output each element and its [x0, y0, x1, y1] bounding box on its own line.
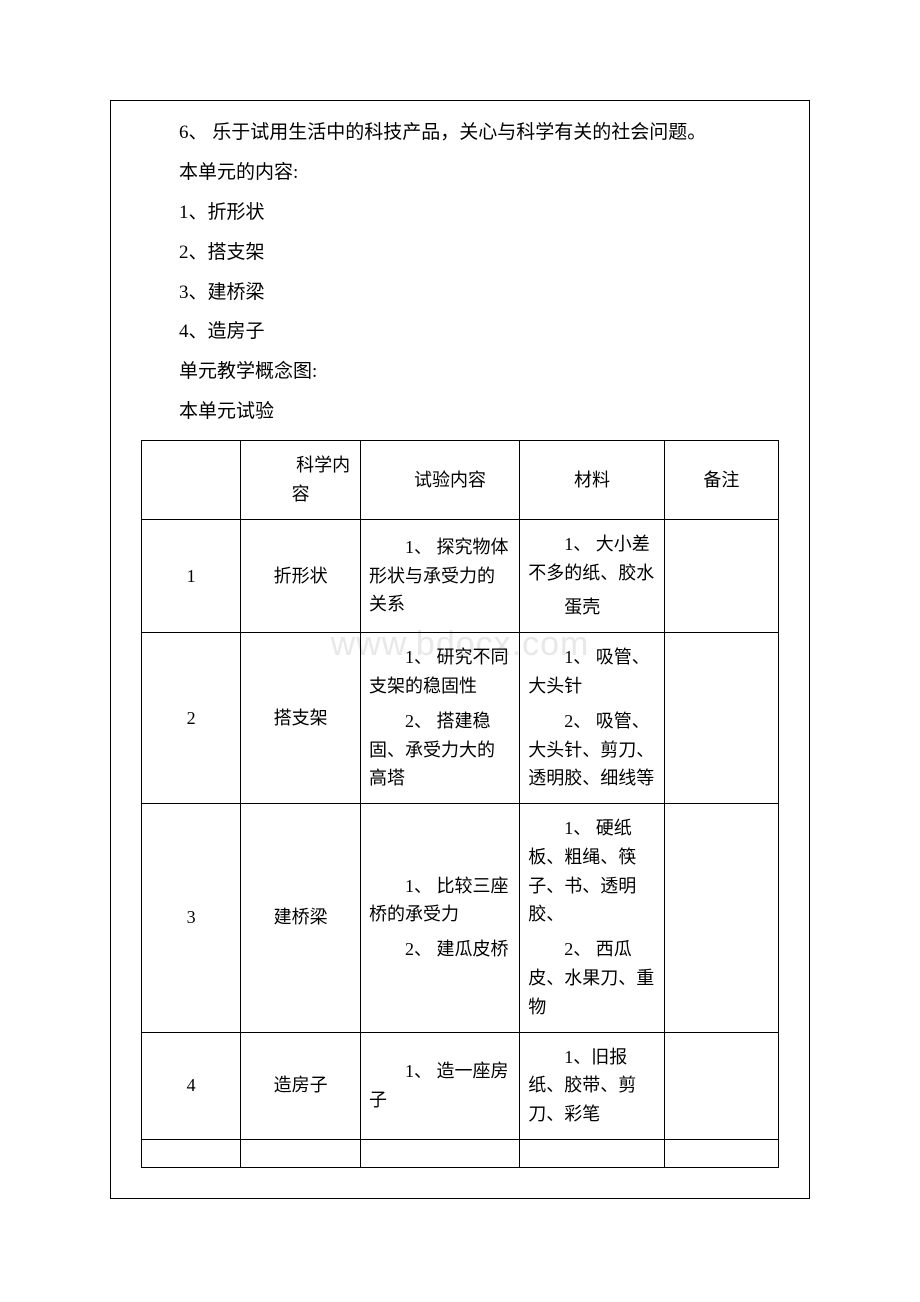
cell-subject-1: 折形状 — [241, 519, 361, 632]
mat-2-1: 1、 吸管、大头针 — [528, 643, 655, 701]
table-row: 3 建桥梁 1、 比较三座桥的承受力 2、 建瓜皮桥 1、 硬纸板、粗绳、筷子、… — [142, 804, 779, 1033]
experiment-heading: 本单元试验 — [141, 392, 779, 432]
mat-4-1: 1、旧报纸、胶带、剪刀、彩笔 — [528, 1043, 655, 1129]
document-frame: 6、 乐于试用生活中的科技产品，关心与科学有关的社会问题。 本单元的内容: 1、… — [110, 100, 810, 1199]
empty-cell — [520, 1140, 664, 1168]
table-row: 1 折形状 1、 探究物体形状与承受力的关系 1、 大小差不多的纸、胶水 蛋壳 — [142, 519, 779, 632]
cell-experiment-2: 1、 研究不同支架的稳固性 2、 搭建稳固、承受力大的高塔 — [360, 633, 519, 804]
header-subject: 科学内容 — [241, 441, 361, 520]
empty-cell — [360, 1140, 519, 1168]
exp-4-1: 1、 造一座房子 — [369, 1057, 511, 1115]
table-row: 4 造房子 1、 造一座房子 1、旧报纸、胶带、剪刀、彩笔 — [142, 1032, 779, 1139]
mat-3-1: 1、 硬纸板、粗绳、筷子、书、透明胶、 — [528, 814, 655, 929]
experiments-table: 科学内容 试验内容 材料 备注 1 折形状 1、 探究物体形状与承受力的关系 1… — [141, 440, 779, 1168]
cell-note-1 — [664, 519, 778, 632]
mat-3-2: 2、 西瓜皮、水果刀、重物 — [528, 935, 655, 1021]
cell-material-2: 1、 吸管、大头针 2、 吸管、大头针、剪刀、透明胶、细线等 — [520, 633, 664, 804]
table-empty-row — [142, 1140, 779, 1168]
header-experiment-text: 试验内容 — [369, 466, 511, 495]
cell-num-4: 4 — [142, 1032, 241, 1139]
empty-cell — [241, 1140, 361, 1168]
heading-content: 本单元的内容: — [141, 153, 779, 193]
mat-1-2: 蛋壳 — [528, 593, 655, 622]
exp-2-2: 2、 搭建稳固、承受力大的高塔 — [369, 707, 511, 793]
cell-num-2: 2 — [142, 633, 241, 804]
exp-2-1: 1、 研究不同支架的稳固性 — [369, 643, 511, 701]
empty-cell — [664, 1140, 778, 1168]
table-row: 2 搭支架 1、 研究不同支架的稳固性 2、 搭建稳固、承受力大的高塔 1、 吸… — [142, 633, 779, 804]
exp-3-3: 2、 建瓜皮桥 — [369, 935, 511, 964]
cell-num-1: 1 — [142, 519, 241, 632]
cell-note-2 — [664, 633, 778, 804]
intro-text-block: 6、 乐于试用生活中的科技产品，关心与科学有关的社会问题。 本单元的内容: 1、… — [111, 101, 809, 440]
cell-material-3: 1、 硬纸板、粗绳、筷子、书、透明胶、 2、 西瓜皮、水果刀、重物 — [520, 804, 664, 1033]
header-experiment: 试验内容 — [360, 441, 519, 520]
header-num — [142, 441, 241, 520]
intro-line-6: 6、 乐于试用生活中的科技产品，关心与科学有关的社会问题。 — [141, 113, 779, 153]
cell-experiment-4: 1、 造一座房子 — [360, 1032, 519, 1139]
cell-note-4 — [664, 1032, 778, 1139]
cell-subject-3: 建桥梁 — [241, 804, 361, 1033]
concept-map-heading: 单元教学概念图: — [141, 352, 779, 392]
header-material: 材料 — [520, 441, 664, 520]
item-2: 2、搭支架 — [141, 233, 779, 273]
header-note: 备注 — [664, 441, 778, 520]
cell-material-1: 1、 大小差不多的纸、胶水 蛋壳 — [520, 519, 664, 632]
header-subject-text: 科学内容 — [249, 451, 352, 509]
item-4: 4、造房子 — [141, 312, 779, 352]
mat-2-2: 2、 吸管、大头针、剪刀、透明胶、细线等 — [528, 707, 655, 793]
cell-experiment-3: 1、 比较三座桥的承受力 2、 建瓜皮桥 — [360, 804, 519, 1033]
exp-3-1: 1、 比较三座桥的承受力 — [369, 872, 511, 930]
exp-1-1: 1、 探究物体形状与承受力的关系 — [369, 533, 511, 619]
item-1: 1、折形状 — [141, 193, 779, 233]
cell-num-3: 3 — [142, 804, 241, 1033]
mat-1-1: 1、 大小差不多的纸、胶水 — [528, 530, 655, 588]
cell-experiment-1: 1、 探究物体形状与承受力的关系 — [360, 519, 519, 632]
table-header-row: 科学内容 试验内容 材料 备注 — [142, 441, 779, 520]
item-3: 3、建桥梁 — [141, 273, 779, 313]
cell-subject-4: 造房子 — [241, 1032, 361, 1139]
empty-cell — [142, 1140, 241, 1168]
cell-material-4: 1、旧报纸、胶带、剪刀、彩笔 — [520, 1032, 664, 1139]
cell-note-3 — [664, 804, 778, 1033]
cell-subject-2: 搭支架 — [241, 633, 361, 804]
